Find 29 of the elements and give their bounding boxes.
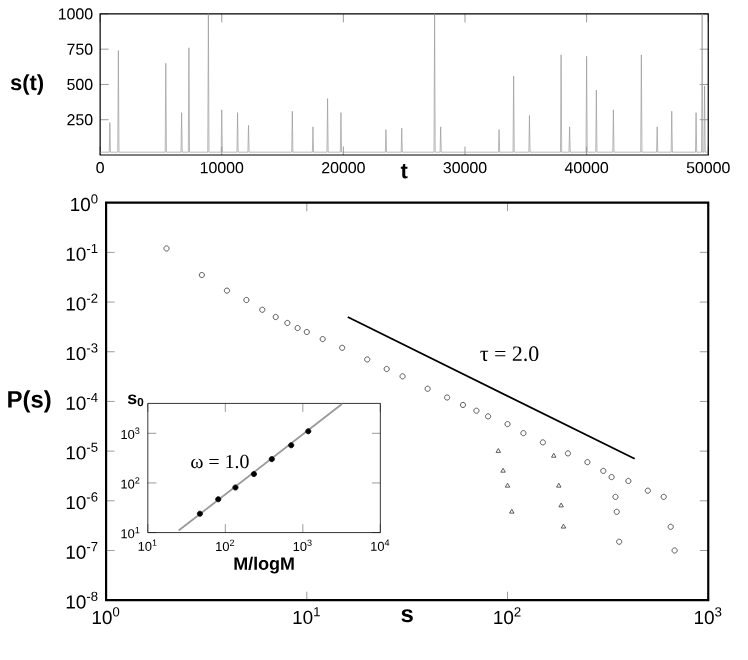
y-axis-title: s$_{0}$ — [127, 394, 144, 407]
x-tick-label: 10$^{1}$ — [293, 607, 320, 625]
point — [196, 510, 203, 517]
x-tick-label: 10$^{2}$ — [494, 607, 521, 625]
y-tick-label: 10$^{-4}$ — [66, 393, 98, 410]
x-tick-label: 10$^{0}$ — [92, 607, 120, 625]
point — [288, 442, 295, 449]
point — [232, 484, 239, 491]
y-tick-label: 10$^{-6}$ — [66, 492, 98, 510]
point — [250, 471, 257, 478]
y-tick-label: 10$^{0}$ — [71, 194, 98, 212]
x-tick-label: 10$^{3}$ — [695, 607, 722, 625]
y-tick-label: 10$^{-2}$ — [66, 293, 98, 311]
y-tick-label: 10$^{-3}$ — [66, 343, 98, 361]
y-tick-label: 10$^{-7}$ — [66, 542, 98, 560]
x-axis-title: M/logM — [234, 556, 294, 574]
x-axis-title: t — [400, 164, 408, 179]
y-tick-label: 10$^{-5}$ — [66, 442, 98, 460]
y-axis-title: s(t) — [10, 74, 44, 95]
point — [215, 496, 222, 503]
y-tick-label: 10$^{-8}$ — [66, 591, 98, 609]
y-axis-title: P(s) — [8, 390, 51, 413]
annotation: ω = 1.0 — [191, 454, 249, 469]
y-tick-label: 10$^{-1}$ — [66, 244, 98, 261]
line-series — [99, 13, 709, 153]
annotation: τ = 2.0 — [480, 346, 539, 362]
point — [268, 456, 275, 463]
point — [305, 428, 312, 435]
x-axis-title: s — [401, 609, 413, 623]
